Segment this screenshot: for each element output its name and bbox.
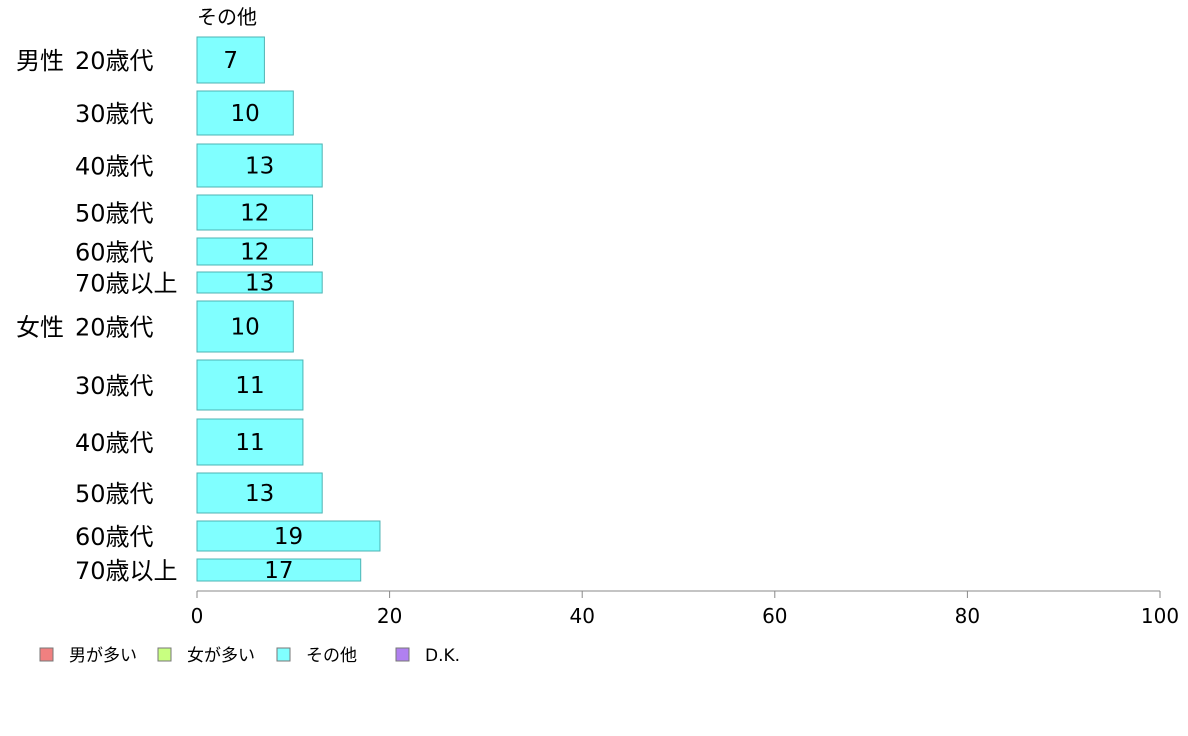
legend: 男が多い 女が多い その他 D.K. (39, 646, 460, 666)
row-label: 40歳代 (75, 429, 154, 457)
bar (196, 300, 294, 353)
row-label: 20歳代 (75, 47, 154, 75)
row-label: 40歳代 (75, 153, 154, 181)
bar-value-label: 13 (245, 271, 274, 297)
row-label: 60歳代 (75, 523, 154, 551)
bar (196, 520, 381, 552)
x-tick-label: 0 (191, 604, 204, 628)
x-tick-label: 40 (569, 604, 594, 628)
bar (196, 237, 314, 266)
bar-value-label: 12 (240, 201, 269, 227)
bar (196, 36, 265, 84)
row-label: 50歳代 (75, 480, 154, 508)
bar-value-label: 11 (235, 373, 264, 399)
x-tick-label: 20 (377, 604, 402, 628)
row-label: 30歳代 (75, 100, 154, 128)
bar-value-label: 10 (231, 101, 260, 127)
row-label: 30歳代 (75, 372, 154, 400)
legend-label: D.K. (425, 646, 460, 666)
legend-label: 女が多い (187, 646, 255, 666)
bar (196, 194, 314, 231)
bar (196, 472, 323, 514)
chart-title: その他 (197, 5, 257, 29)
x-tick-label: 100 (1141, 604, 1179, 628)
group-label: 男性 (16, 47, 64, 75)
row-label: 20歳代 (75, 314, 154, 342)
bar-value-label: 13 (245, 154, 274, 180)
bar-value-label: 10 (231, 315, 260, 341)
bar (196, 90, 294, 136)
bar (196, 418, 304, 466)
legend-label: その他 (306, 646, 357, 666)
legend-swatch (157, 647, 172, 662)
x-axis: 0 20 40 60 80 100 (191, 590, 1179, 628)
bar (196, 558, 362, 582)
legend-swatch (39, 647, 54, 662)
x-tick-label: 60 (762, 604, 787, 628)
bar-value-label: 13 (245, 481, 274, 507)
group-label: 女性 (16, 314, 64, 342)
row-label: 70歳以上 (75, 557, 178, 585)
x-tick-label: 80 (955, 604, 980, 628)
legend-swatch (276, 647, 291, 662)
bar (196, 359, 304, 411)
bar-value-label: 17 (264, 558, 293, 584)
bar (196, 143, 323, 188)
row-label: 50歳代 (75, 200, 154, 228)
bar (196, 271, 323, 294)
bar-value-label: 12 (240, 240, 269, 266)
row-label: 70歳以上 (75, 270, 178, 298)
legend-label: 男が多い (69, 646, 137, 666)
bar-value-label: 19 (274, 524, 303, 550)
bar-value-label: 11 (235, 430, 264, 456)
legend-swatch (395, 647, 410, 662)
row-label: 60歳代 (75, 239, 154, 267)
bar-value-label: 7 (223, 48, 238, 74)
